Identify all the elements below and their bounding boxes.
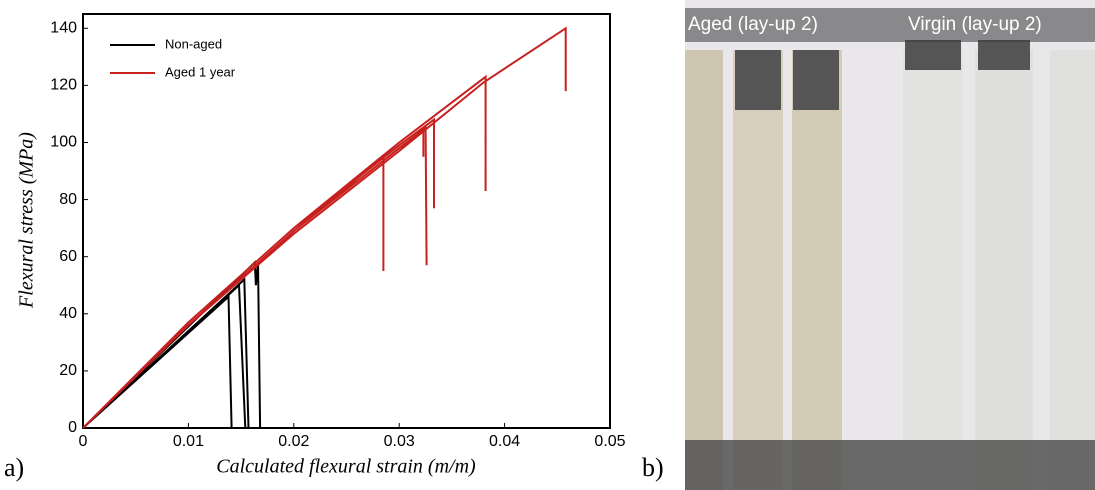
y-tick-label: 80 xyxy=(59,191,77,208)
y-tick-label: 120 xyxy=(50,77,77,94)
x-tick-label: 0.05 xyxy=(594,433,625,450)
specimen xyxy=(1050,50,1095,490)
specimen xyxy=(733,50,783,490)
panel-label: a) xyxy=(4,453,24,482)
y-tick-label: 60 xyxy=(59,248,77,265)
photo-label: Aged (lay-up 2) xyxy=(688,14,818,35)
grip xyxy=(978,40,1030,70)
x-axis-label: Calculated flexural strain (m/m) xyxy=(216,456,476,478)
bottom-grips xyxy=(685,440,1095,490)
series-line xyxy=(82,260,262,429)
y-tick-label: 140 xyxy=(50,19,77,36)
x-tick-label: 0.02 xyxy=(278,433,309,450)
x-tick-label: 0.01 xyxy=(173,433,204,450)
legend-label: Non-aged xyxy=(165,36,222,51)
x-tick-label: 0 xyxy=(79,433,88,450)
x-tick-label: 0.03 xyxy=(384,433,415,450)
y-tick-label: 0 xyxy=(68,419,77,436)
specimen xyxy=(975,50,1033,490)
specimen xyxy=(792,50,842,490)
grip xyxy=(793,50,839,110)
plot-frame xyxy=(82,13,611,429)
panel-label: b) xyxy=(642,453,664,482)
y-axis-label: Flexural stress (MPa) xyxy=(16,132,38,309)
label-bar xyxy=(685,8,1095,42)
x-tick-label: 0.04 xyxy=(489,433,520,450)
series-line xyxy=(82,26,567,429)
specimen xyxy=(685,50,723,490)
y-tick-label: 40 xyxy=(59,305,77,322)
grip xyxy=(735,50,781,110)
photo: Aged (lay-up 2) Virgin (lay-up 2) xyxy=(685,0,1095,490)
y-tick-label: 20 xyxy=(59,362,77,379)
y-tick-label: 100 xyxy=(50,134,77,151)
photo-label: Virgin (lay-up 2) xyxy=(908,14,1042,35)
grip xyxy=(905,40,961,70)
legend-label: Aged 1 year xyxy=(165,64,236,79)
specimen xyxy=(903,50,963,490)
